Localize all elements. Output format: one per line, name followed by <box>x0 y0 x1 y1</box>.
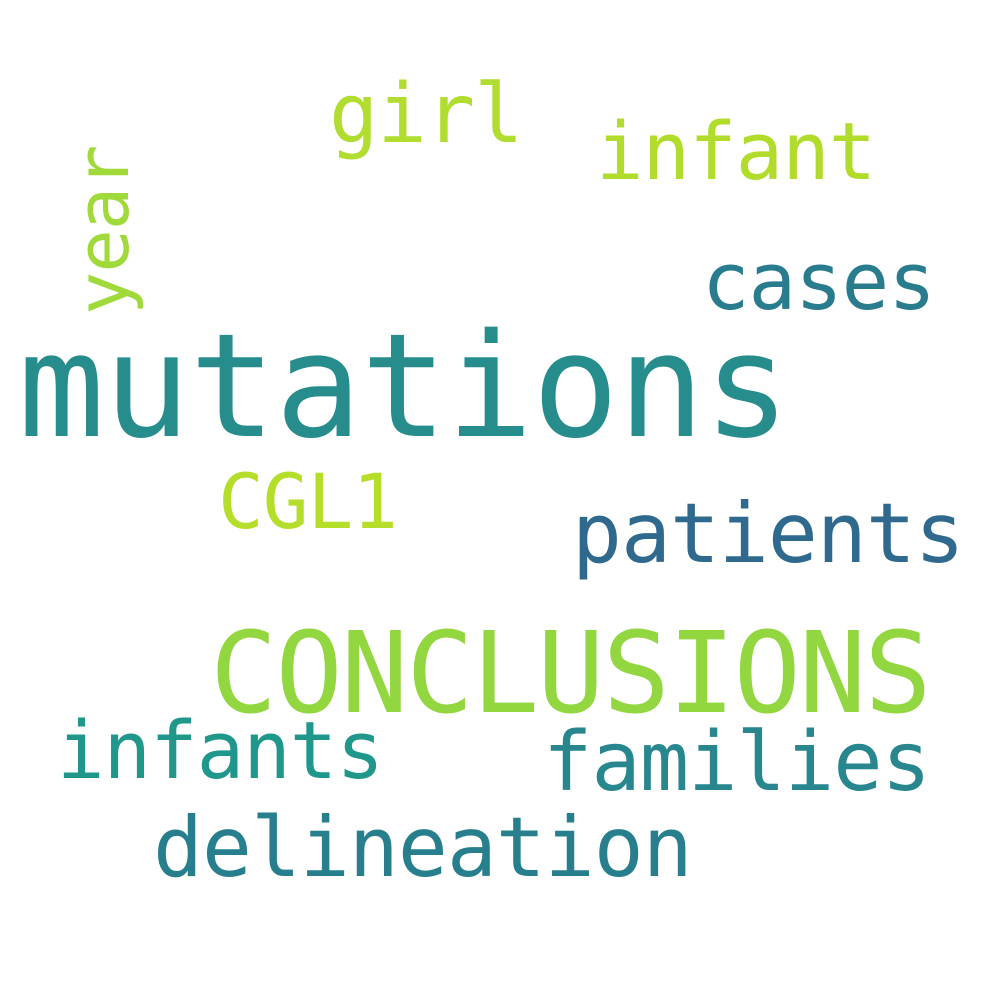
word-girl: girl <box>329 67 523 162</box>
word-mutations: mutations <box>18 302 790 470</box>
word-infants: infants <box>57 705 384 797</box>
word-cgl1: CGL1 <box>218 457 398 546</box>
word-families: families <box>543 715 931 810</box>
word-patients: patients <box>572 485 965 582</box>
word-delineation: delineation <box>153 799 693 896</box>
word-year: year <box>61 145 145 315</box>
word-infant: infant <box>596 106 876 198</box>
word-cases: cases <box>702 236 936 328</box>
word-conclusions: CONCLUSIONS <box>210 609 932 739</box>
